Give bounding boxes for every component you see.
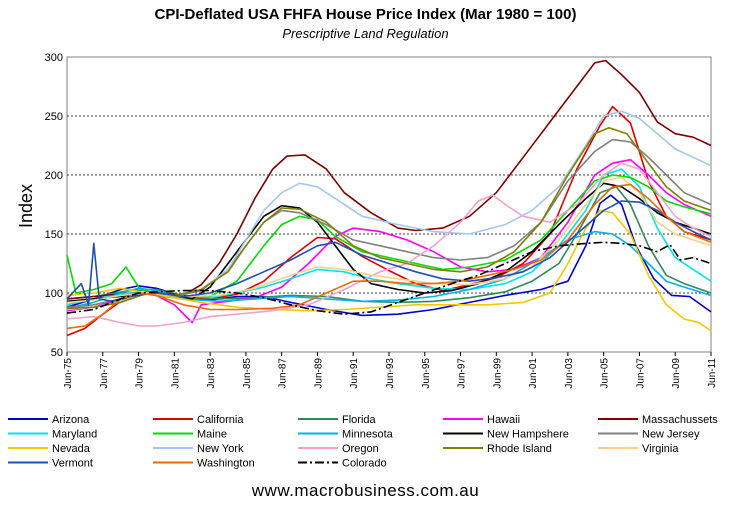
- chart-footer: www.macrobusiness.com.au: [251, 481, 480, 500]
- x-tick-label: Jun-03: [564, 358, 575, 389]
- x-tick-label: Jun-83: [206, 358, 217, 389]
- series-line-vermont: [66, 200, 712, 306]
- legend-label: Colorado: [342, 458, 387, 470]
- x-tick-label: Jun-99: [492, 358, 503, 389]
- series-line-hawaii: [66, 158, 712, 324]
- series-line-colorado: [66, 241, 712, 315]
- legend-label: Oregon: [342, 443, 379, 455]
- legend-label: Minnesota: [342, 429, 394, 441]
- y-tick-label: 150: [45, 229, 63, 241]
- series-line-new-jersey: [66, 138, 712, 308]
- x-tick-label: Jun-79: [135, 358, 146, 389]
- series-line-minnesota: [66, 230, 712, 310]
- x-tick-label: Jun-97: [457, 358, 468, 389]
- series-line-washington: [66, 183, 712, 330]
- series-line-nevada: [66, 209, 712, 332]
- y-tick-label: 250: [45, 111, 63, 123]
- x-tick-label: Jun-07: [635, 358, 646, 389]
- x-tick-label: Jun-11: [707, 358, 718, 388]
- y-tick-label: 50: [51, 347, 63, 359]
- series-line-maine: [66, 174, 712, 300]
- legend-label: Virginia: [642, 443, 679, 455]
- y-axis-label: Index: [16, 184, 36, 228]
- x-tick-label: Jun-85: [242, 358, 253, 389]
- legend-label: Nevada: [52, 443, 91, 455]
- legend-label: Arizona: [52, 414, 90, 426]
- legend-label: Washington: [197, 458, 255, 470]
- legend-label: New Jersey: [642, 429, 700, 441]
- x-tick-label: Jun-81: [170, 358, 181, 389]
- legend-label: New Hampshere: [487, 429, 569, 441]
- y-tick-label: 100: [45, 288, 63, 300]
- legend-label: Vermont: [52, 458, 93, 470]
- x-tick-label: Jun-93: [385, 358, 396, 389]
- x-tick-label: Jun-87: [278, 358, 289, 389]
- y-tick-label: 200: [45, 170, 63, 182]
- series-line-rhode-island: [66, 127, 712, 310]
- x-tick-label: Jun-09: [671, 358, 682, 389]
- chart-title: CPI-Deflated USA FHFA House Price Index …: [154, 6, 577, 23]
- legend-label: Massachussets: [642, 414, 718, 426]
- chart-subtitle: Prescriptive Land Regulation: [282, 26, 449, 41]
- legend-label: Rhode Island: [487, 443, 552, 455]
- legend-label: New York: [197, 443, 244, 455]
- x-tick-label: Jun-75: [63, 358, 74, 389]
- legend-label: Maryland: [52, 429, 97, 441]
- legend-label: California: [197, 414, 244, 426]
- x-tick-label: Jun-01: [528, 358, 539, 389]
- series-line-oregon: [66, 162, 712, 327]
- x-tick-label: Jun-91: [349, 358, 360, 389]
- y-tick-label: 300: [45, 52, 63, 64]
- x-tick-label: Jun-89: [313, 358, 324, 389]
- x-tick-label: Jun-05: [600, 358, 611, 389]
- legend-label: Maine: [197, 429, 227, 441]
- series-line-massachussets: [66, 59, 712, 300]
- x-tick-label: Jun-95: [421, 358, 432, 389]
- legend-label: Florida: [342, 414, 377, 426]
- series-line-new-hampshere: [66, 182, 712, 303]
- legend-label: Hawaii: [487, 414, 520, 426]
- x-tick-label: Jun-77: [99, 358, 110, 389]
